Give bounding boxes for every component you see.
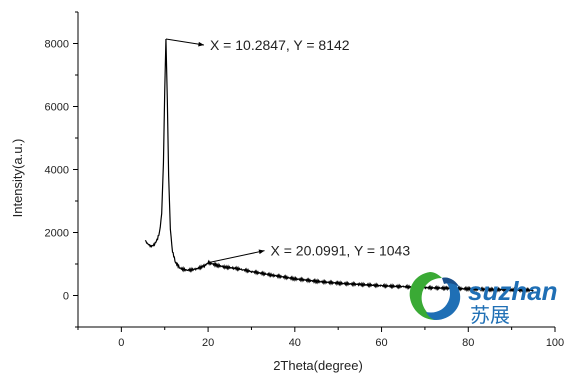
logo-swirl-icon (409, 272, 461, 320)
x-tick-label: 20 (202, 337, 214, 349)
logo-chinese: 苏展 (470, 303, 510, 327)
x-tick-label: 60 (375, 337, 387, 349)
series-layer (144, 39, 534, 294)
annotation-label: X = 10.2847, Y = 8142 (210, 37, 350, 53)
y-tick-label: 2000 (45, 228, 69, 240)
annotation-label: X = 20.0991, Y = 1043 (271, 243, 411, 259)
y-tick-label: 8000 (45, 39, 69, 51)
x-tick-label: 100 (546, 337, 564, 349)
suzhan-logo: suzhan 苏展 (409, 272, 558, 327)
y-tick-label: 0 (63, 291, 69, 303)
annotation-layer: X = 10.2847, Y = 8142 X = 20.0991, Y = 10… (165, 37, 411, 264)
x-tick-label: 0 (118, 337, 124, 349)
y-tick-label: 4000 (45, 165, 69, 177)
logo-wordmark: suzhan (468, 276, 558, 306)
annotation-arrowhead (198, 41, 204, 47)
x-axis-label: 2Theta(degree) (273, 358, 363, 373)
annotation-leader (165, 38, 205, 46)
annotation-arrowhead (258, 249, 265, 255)
ticks: 0 20 40 60 80 100 0 2000 4000 6000 8000 (45, 11, 564, 349)
series-line-0 (144, 39, 534, 294)
x-tick-label: 40 (289, 337, 301, 349)
y-tick-label: 6000 (45, 102, 69, 114)
annotation-leader (208, 250, 265, 264)
y-axis-label: Intensity(a.u.) (10, 139, 25, 218)
x-tick-label: 80 (462, 337, 474, 349)
